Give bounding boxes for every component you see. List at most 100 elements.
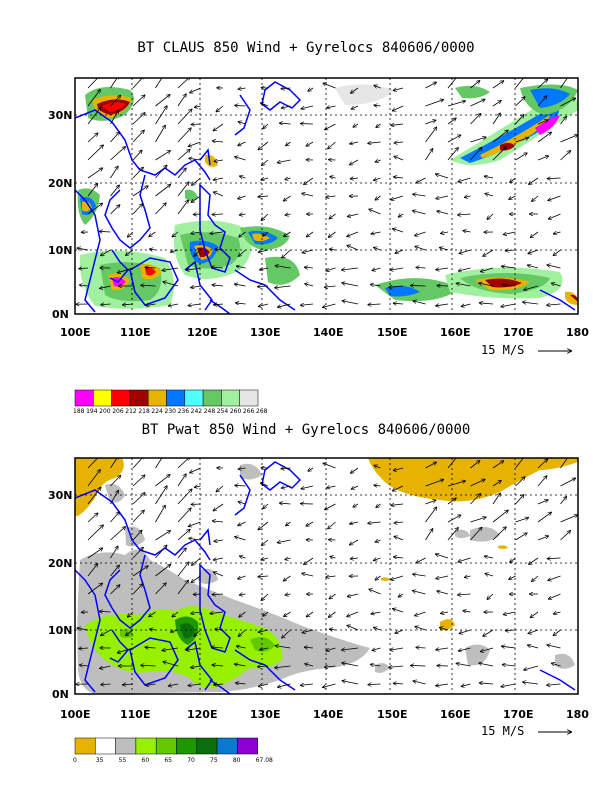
panel1-wind-arrow — [508, 195, 516, 200]
panel2-wind-arrow — [155, 486, 168, 505]
panel1-wind-arrow — [351, 105, 359, 109]
panel1-wind-arrow — [485, 193, 494, 196]
panel2-colorbar-swatch — [196, 737, 218, 755]
panel1-wind-arrow — [492, 113, 501, 125]
panel1-colorbar-label: 260 — [230, 408, 242, 415]
panel2-wind-arrow — [324, 503, 336, 511]
panel1-colorbar: 188 194 200 206 212 218 224 230 236 242 248 254 260 2… — [73, 389, 268, 415]
panel1-wind-arrow — [301, 105, 314, 109]
panel1-wind-arrow — [155, 165, 168, 179]
panel1-wind-arrow — [458, 267, 471, 271]
panel2-wind-arrow — [100, 629, 111, 636]
panel2-wind-arrow — [238, 629, 246, 637]
panel2-wind-arrow — [537, 512, 552, 523]
panel2-wind-arrow — [99, 665, 111, 669]
panel1-wind-arrow — [470, 99, 486, 107]
panel1-wind-arrow — [412, 211, 426, 215]
panel2-wind-arrow — [509, 557, 516, 563]
panel2-wind-arrow — [214, 540, 224, 541]
panel1-wind-arrow — [261, 159, 269, 166]
panel1-wind-arrow — [308, 88, 314, 91]
panel2-wind-arrow — [100, 684, 111, 685]
panel1-wind-arrow — [78, 268, 89, 269]
panel2-wind-arrow — [412, 574, 426, 576]
panel1-wind-arrow — [214, 249, 224, 250]
panel2-frame — [74, 457, 579, 695]
panel2-colorbar-swatch — [216, 737, 238, 755]
panel1-wind-arrow — [390, 195, 404, 200]
panel2-colorbar-label: 60 — [142, 757, 150, 764]
panel2-wind-arrow — [211, 647, 224, 648]
panel2-wind-arrow — [304, 647, 314, 648]
panel2-wind-arrow — [390, 575, 404, 580]
panel2-wind-arrow — [346, 611, 359, 617]
panel1-wind-arrow — [560, 135, 578, 143]
panel2-wind-arrow — [190, 612, 201, 614]
panel1-map — [74, 77, 579, 315]
panel2-map — [74, 457, 579, 695]
panel2-wind-arrow — [258, 521, 269, 530]
panel1-wind-arrow — [234, 105, 246, 106]
panel2-wind-arrow — [177, 508, 191, 523]
panel1-wind-arrow — [191, 124, 201, 125]
panel1-wind-arrow — [300, 304, 314, 305]
panel1-wind-arrow — [277, 159, 291, 163]
panel2-wind-arrow — [212, 665, 224, 666]
panel2-wind-arrow — [239, 556, 246, 558]
panel2-wind-arrow — [140, 665, 156, 666]
panel2-wind-arrow — [213, 572, 224, 577]
panel1-wind-arrow — [515, 97, 526, 107]
panel2-wind-arrow — [193, 594, 201, 595]
panel1-wind-arrow — [322, 303, 336, 307]
panel1-wind-arrow — [77, 248, 89, 250]
panel1-wind-arrow — [425, 148, 434, 161]
panel1-colorbar-label: 194 — [86, 408, 98, 415]
panel2-wind-arrow — [216, 485, 224, 492]
panel2-wind-arrow — [371, 612, 381, 614]
panel2-wind-arrow — [482, 629, 494, 636]
panel2-colorbar-swatch — [155, 737, 177, 755]
panel2-wind-arrow — [155, 505, 166, 523]
panel1-wind-arrow — [353, 124, 359, 127]
panel1-wind-arrow — [392, 105, 404, 111]
panel1-wind-arrow — [168, 304, 179, 306]
panel2-wind-arrow — [87, 469, 101, 487]
panel1-wind-arrow — [87, 107, 101, 125]
panel2-wind-arrow — [148, 611, 156, 617]
panel1-colorbar-label: 224 — [151, 408, 163, 415]
panel2-colorbar-label: 70 — [187, 757, 195, 764]
panel2-wind-arrow — [78, 648, 89, 649]
panel1-wind-arrow — [87, 89, 101, 107]
panel2-wind-arrow — [234, 536, 246, 541]
panel1-wind-arrow — [177, 182, 189, 197]
panel2-colorbar-label: 0 — [73, 757, 77, 764]
panel2-wind-arrow — [347, 593, 359, 597]
panel1-wind-arrow — [191, 195, 201, 203]
panel2-lat-20n: 20N — [48, 557, 73, 570]
panel1-lon-160e: 160E — [440, 326, 470, 339]
panel1-wind-arrow — [324, 123, 336, 131]
panel1-wind-arrow — [262, 231, 269, 236]
panel2-wind-arrow — [375, 575, 381, 580]
panel1-wind-arrow — [237, 141, 246, 146]
panel1-wind-arrow — [457, 214, 471, 215]
panel1-wind-arrow — [350, 178, 359, 179]
panel1-wind-arrow — [527, 265, 539, 269]
panel2-wind-arrow — [238, 611, 246, 617]
panel2-wind-arrow — [515, 477, 526, 487]
panel2-wind-arrow — [341, 647, 359, 650]
panel2-wind-arrow — [547, 575, 561, 581]
panel2-wind-arrow — [239, 594, 246, 595]
panel2-wind-arrow — [548, 593, 561, 599]
panel2-wind-arrow — [177, 562, 189, 577]
panel2-wind-arrow — [87, 458, 101, 469]
panel1-wind-arrow — [110, 95, 121, 107]
panel1-wind-arrow — [100, 304, 111, 305]
panel1-wind-arrow — [110, 146, 126, 161]
panel2-wind-arrow — [440, 612, 449, 614]
panel2-colorbar: 0 35 55 60 65 70 75 80 67.08 — [73, 737, 273, 764]
panel1-wind-arrow — [283, 231, 291, 237]
panel2-wind-arrow — [260, 483, 269, 487]
panel2-wind-arrow — [447, 527, 459, 541]
panel1-wind-arrow — [186, 267, 201, 270]
